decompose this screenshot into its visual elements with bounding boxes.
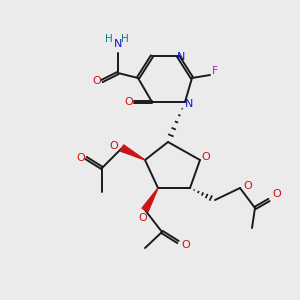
Text: H: H xyxy=(121,34,129,44)
Text: H: H xyxy=(105,34,113,44)
Text: O: O xyxy=(182,240,190,250)
Text: F: F xyxy=(212,66,218,76)
Text: O: O xyxy=(124,97,134,107)
Text: O: O xyxy=(273,189,281,199)
Text: O: O xyxy=(76,153,85,163)
Text: N: N xyxy=(177,52,185,62)
Text: N: N xyxy=(114,39,122,49)
Text: O: O xyxy=(110,141,118,151)
Polygon shape xyxy=(142,188,158,212)
Text: O: O xyxy=(93,76,101,86)
Text: O: O xyxy=(139,213,147,223)
Text: O: O xyxy=(202,152,210,162)
Text: O: O xyxy=(244,181,252,191)
Polygon shape xyxy=(120,145,145,160)
Text: N: N xyxy=(185,99,193,109)
